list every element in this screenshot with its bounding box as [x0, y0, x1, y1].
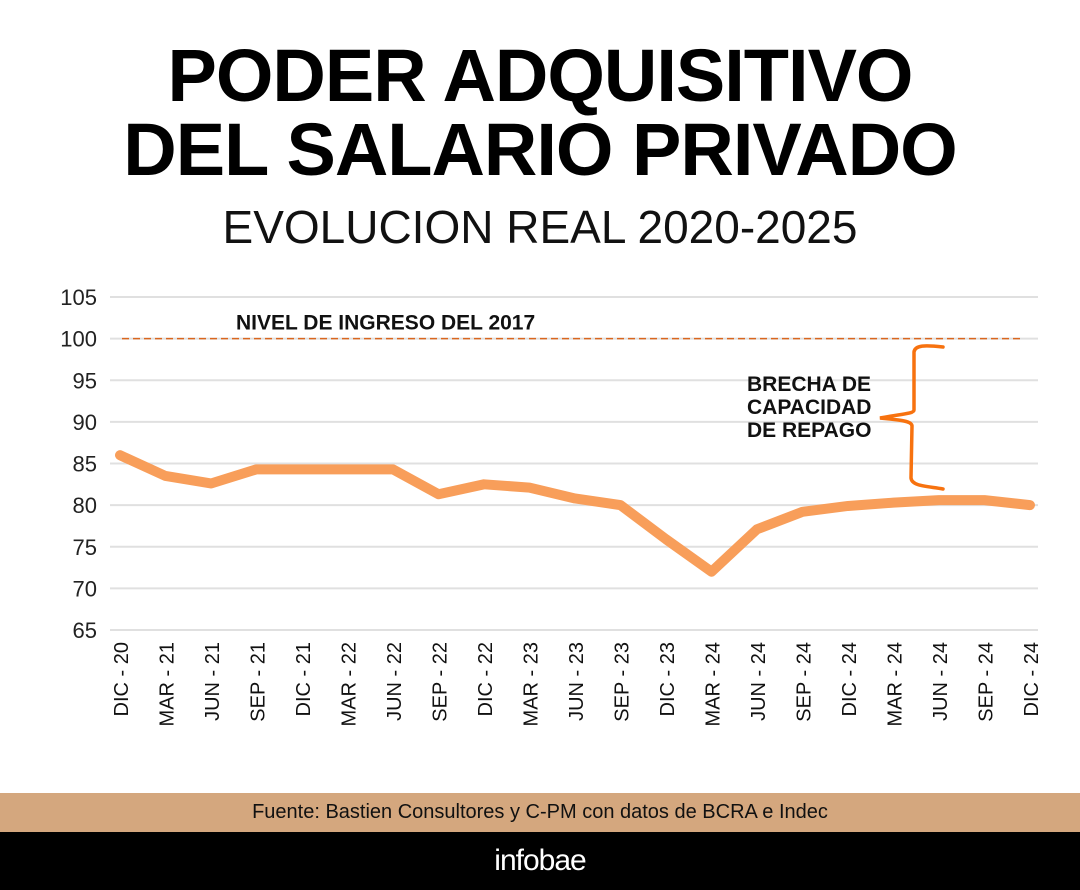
x-tick-label: JUN - 21	[202, 642, 224, 721]
brand-logo: infobae	[494, 844, 586, 877]
brand-bar: infobae	[0, 832, 1080, 890]
x-tick-label: DIC - 21	[293, 642, 315, 716]
chart-subtitle: EVOLUCION REAL 2020-2025	[222, 201, 858, 253]
annotation-label: CAPACIDAD	[747, 396, 871, 419]
source-note: Fuente: Bastien Consultores y C-PM con d…	[0, 793, 1080, 832]
x-tick-label: DIC - 24	[839, 642, 861, 716]
y-tick-label: 65	[73, 618, 97, 643]
x-tick-label: MAR - 24	[885, 642, 907, 726]
y-tick-label: 80	[73, 493, 97, 518]
y-tick-label: 85	[73, 452, 97, 477]
x-tick-label: MAR - 22	[339, 642, 361, 726]
x-tick-label: MAR - 23	[521, 642, 543, 726]
y-tick-label: 105	[60, 285, 97, 310]
x-tick-label: SEP - 22	[430, 642, 452, 722]
x-tick-label: DIC - 23	[657, 642, 679, 716]
x-tick-label: JUN - 24	[930, 642, 952, 721]
y-tick-label: 90	[73, 410, 97, 435]
reference-line-label: NIVEL DE INGRESO DEL 2017	[236, 312, 535, 335]
x-tick-label: DIC - 20	[111, 642, 133, 716]
x-tick-label: SEP - 21	[248, 642, 270, 722]
chart-title-line1: PODER ADQUISITIVO	[167, 34, 913, 117]
x-tick-label: JUN - 24	[748, 642, 770, 721]
series-line	[115, 450, 1035, 577]
annotation-label: BRECHA DE	[747, 373, 871, 396]
annotation-label: DE REPAGO	[747, 419, 871, 442]
x-tick-label: DIC - 24	[1021, 642, 1043, 716]
x-tick-label: JUN - 22	[384, 642, 406, 721]
brace-annotation	[879, 344, 945, 491]
x-tick-label: MAR - 21	[157, 642, 179, 726]
x-tick-label: DIC - 22	[475, 642, 497, 716]
x-tick-label: JUN - 23	[566, 642, 588, 721]
y-tick-label: 100	[60, 327, 97, 352]
y-tick-label: 95	[73, 368, 97, 393]
line-chart: 65 70 75 80 85 90 95 100 105 NIVEL DE INGRESO DEL…	[60, 285, 1043, 726]
y-tick-label: 75	[73, 535, 97, 560]
x-tick-label: SEP - 24	[794, 642, 816, 722]
x-tick-label: MAR - 24	[703, 642, 725, 726]
y-tick-label: 70	[73, 576, 97, 601]
chart-title-line2: DEL SALARIO PRIVADO	[123, 108, 957, 191]
x-tick-label: SEP - 23	[612, 642, 634, 722]
x-tick-label: SEP - 24	[976, 642, 998, 722]
